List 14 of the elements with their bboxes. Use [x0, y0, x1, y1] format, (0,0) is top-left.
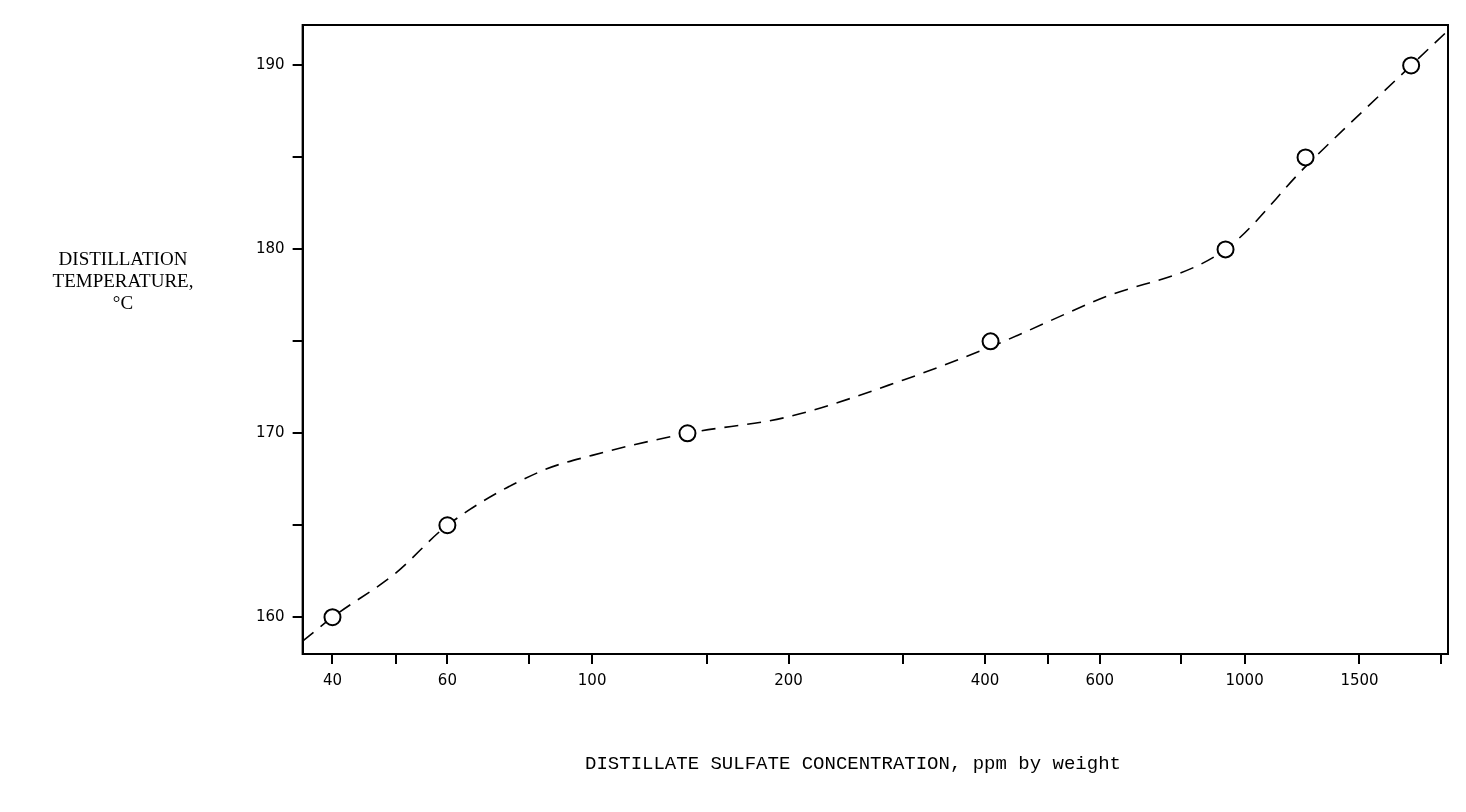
x-tick-label: 40	[322, 670, 343, 689]
x-tick-label: 100	[577, 670, 607, 689]
y-tick-label: 190	[255, 55, 285, 74]
y-axis-title: DISTILLATION TEMPERATURE, °C	[51, 248, 195, 314]
x-tick-label: 60	[437, 670, 457, 689]
x-tick-label: 600	[1085, 670, 1115, 689]
x-tick-label: 1000	[1225, 670, 1264, 689]
x-tick-label: 200	[774, 670, 803, 689]
x-tick-label: 400	[970, 670, 1000, 689]
y-tick-label: 180	[255, 239, 285, 258]
x-tick-label: 1500	[1340, 670, 1379, 689]
y-tick-label: 160	[255, 607, 285, 626]
y-tick-label: 170	[255, 423, 285, 442]
x-axis-title: DISTILLATE SULFATE CONCENTRATION, ppm by weight	[584, 753, 1122, 775]
